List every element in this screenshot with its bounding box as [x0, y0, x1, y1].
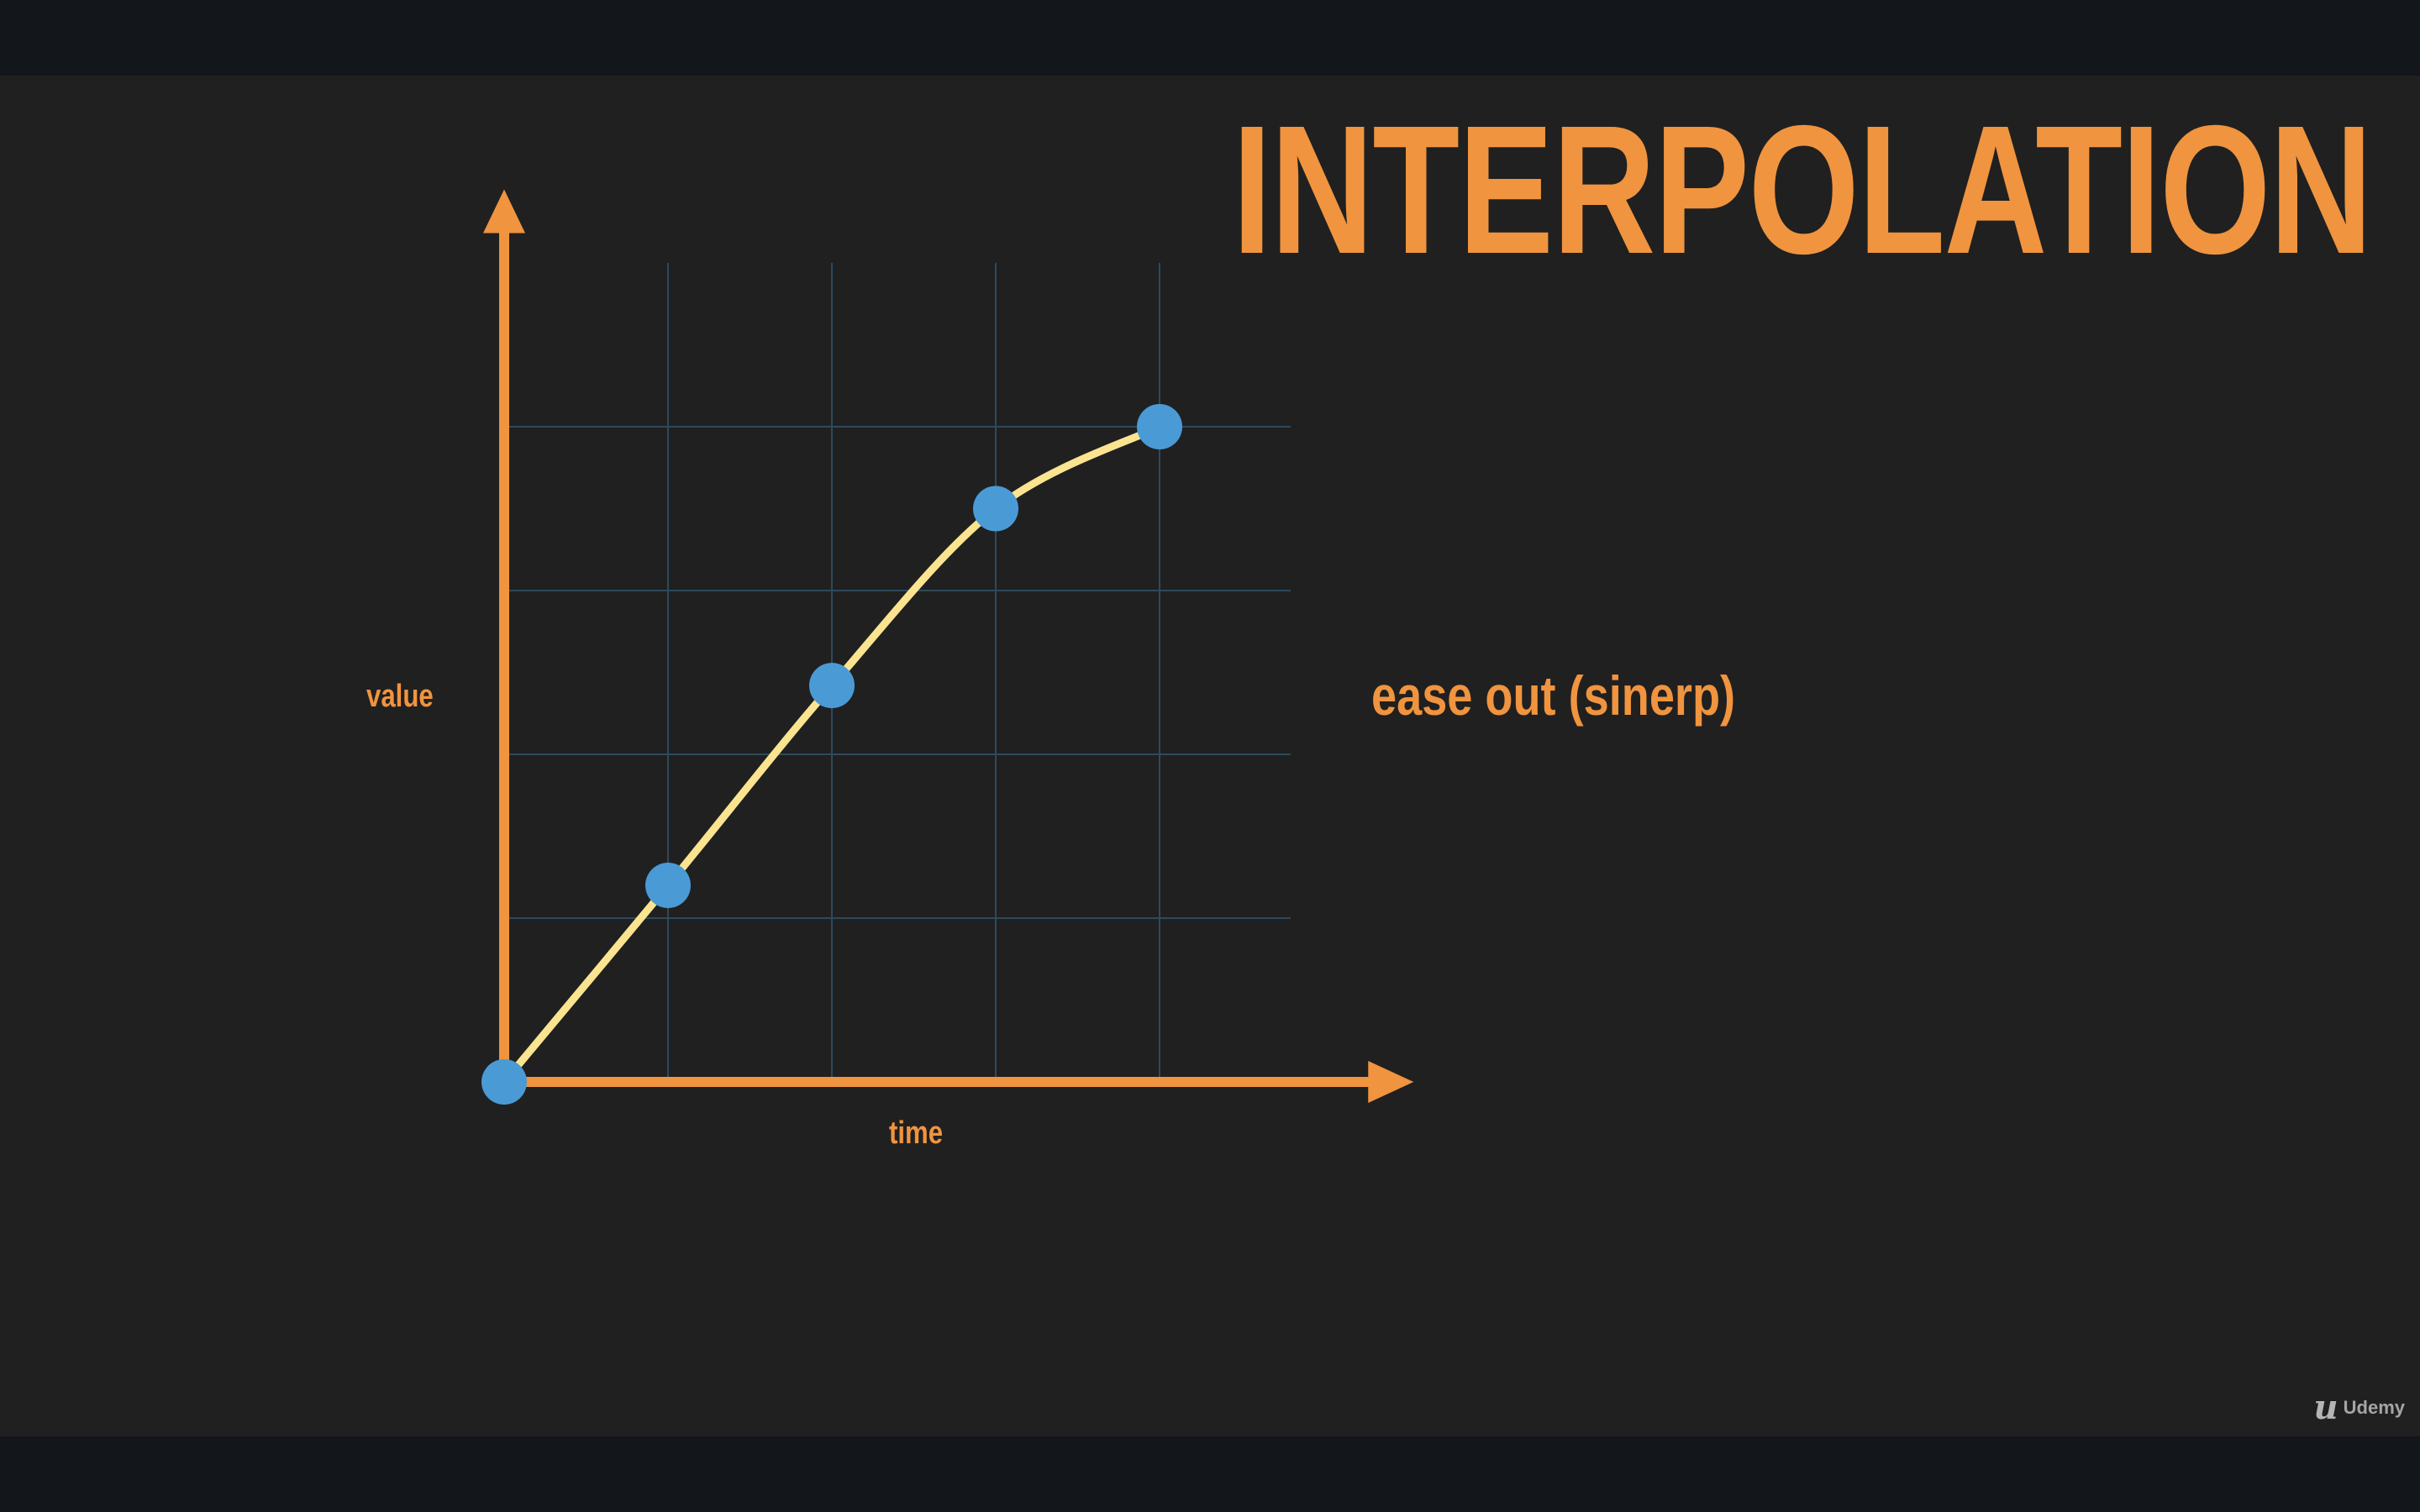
x-axis-arrow-icon [1368, 1061, 1414, 1103]
brand-watermark: u Udemy [2314, 1391, 2405, 1425]
data-point [645, 863, 691, 908]
brand-name: Udemy [2343, 1397, 2405, 1418]
y-axis-label: value [366, 679, 434, 714]
grid [504, 263, 1291, 1082]
slide-title: INTERPOLATION [1232, 88, 2372, 292]
y-axis-arrow-icon [483, 189, 525, 234]
data-point [1137, 404, 1182, 449]
slide: INTERPOLATION value time ease out (siner… [0, 76, 2420, 1436]
curve-name-label: ease out (sinerp) [1371, 664, 1736, 727]
data-point [973, 486, 1018, 532]
data-point [809, 663, 855, 709]
x-axis-label: time [889, 1116, 944, 1151]
data-point [481, 1059, 527, 1105]
udemy-logo-icon: u [2313, 1388, 2338, 1427]
axes [483, 189, 1414, 1103]
letterbox-bottom [0, 1436, 2420, 1512]
interpolation-chart [481, 189, 1414, 1105]
letterbox-top [0, 0, 2420, 76]
points-layer [481, 404, 1182, 1105]
